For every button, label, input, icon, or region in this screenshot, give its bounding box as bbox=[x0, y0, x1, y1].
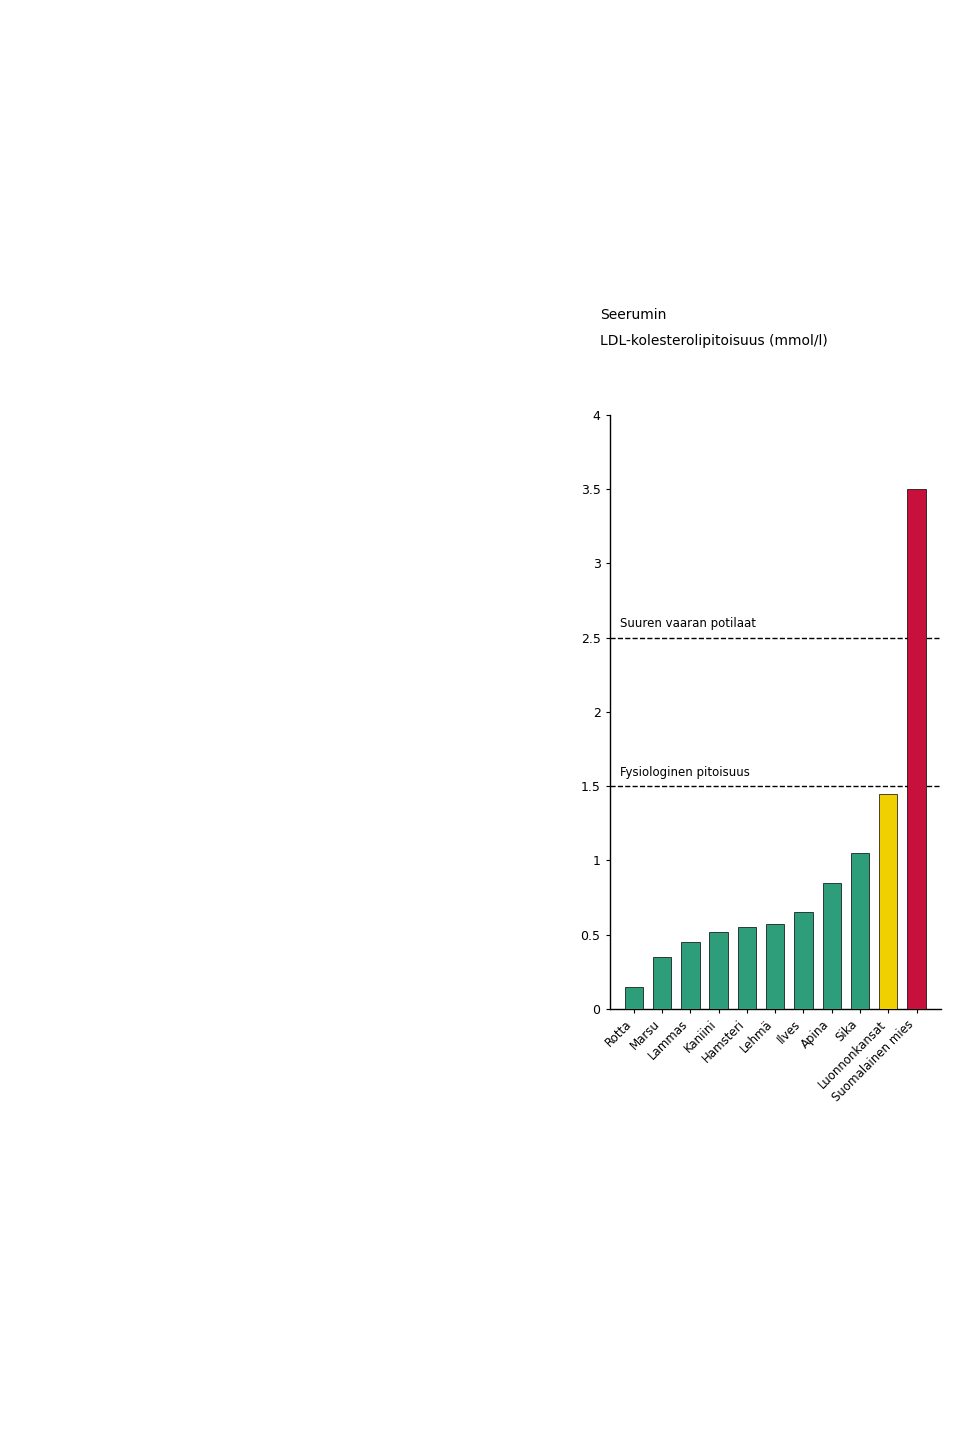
Bar bbox=[737, 927, 756, 1009]
Text: LDL-kolesterolipitoisuus (mmol/l): LDL-kolesterolipitoisuus (mmol/l) bbox=[600, 333, 828, 348]
Bar bbox=[851, 853, 869, 1009]
Bar bbox=[907, 489, 925, 1009]
Text: Suuren vaaran potilaat: Suuren vaaran potilaat bbox=[620, 617, 756, 630]
Text: Fysiologinen pitoisuus: Fysiologinen pitoisuus bbox=[620, 766, 750, 778]
Text: Seerumin: Seerumin bbox=[600, 308, 666, 322]
Bar bbox=[653, 957, 671, 1009]
Bar bbox=[794, 913, 813, 1009]
Bar bbox=[682, 942, 700, 1009]
Bar bbox=[709, 932, 728, 1009]
Bar bbox=[625, 986, 643, 1009]
Bar bbox=[823, 883, 841, 1009]
Bar bbox=[766, 924, 784, 1009]
Bar bbox=[879, 794, 898, 1009]
